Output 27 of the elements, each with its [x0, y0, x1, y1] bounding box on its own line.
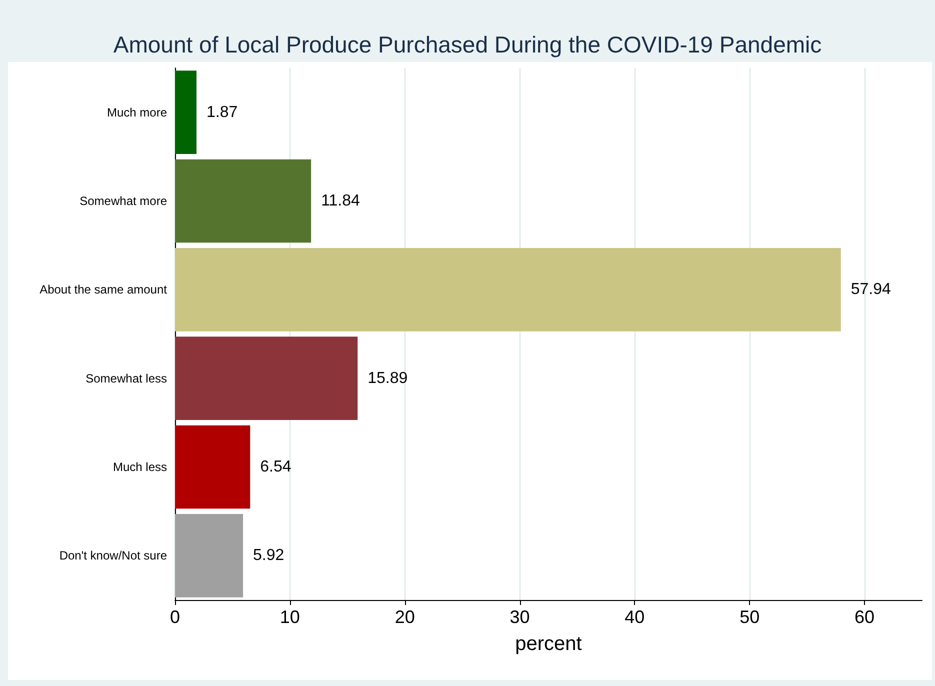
y-tick-label: Much more: [106, 105, 168, 120]
bar: [175, 425, 250, 509]
y-tick-label: Somewhat less: [86, 371, 167, 386]
x-tick-label: 0: [170, 607, 180, 627]
x-tick-label: 60: [854, 607, 875, 627]
x-tick-label: 40: [624, 607, 645, 627]
bar: [175, 248, 841, 332]
x-tick-label: 30: [510, 607, 530, 627]
y-tick-label: Somewhat more: [80, 194, 168, 208]
data-label: 57.94: [850, 281, 892, 298]
bar: [175, 336, 358, 420]
data-label: 6.54: [260, 458, 292, 476]
bar: [175, 70, 196, 154]
y-tick-label: About the same amount: [40, 282, 168, 297]
data-label: 11.84: [321, 192, 360, 210]
x-tick-label: 10: [280, 607, 300, 627]
data-label: 15.89: [368, 370, 408, 387]
data-label: 1.87: [206, 104, 238, 121]
x-tick-label: 20: [394, 607, 415, 627]
x-axis-title: percent: [515, 633, 582, 655]
data-label: 5.92: [253, 547, 284, 564]
y-tick-label: Much less: [112, 460, 167, 474]
x-tick-label: 50: [740, 607, 760, 627]
bar: [175, 514, 244, 598]
bar: [175, 159, 312, 243]
chart-title: Amount of Local Produce Purchased During the COVID-19 Pandemic: [113, 32, 822, 58]
y-tick-label: Don't know/Not sure: [59, 548, 168, 563]
